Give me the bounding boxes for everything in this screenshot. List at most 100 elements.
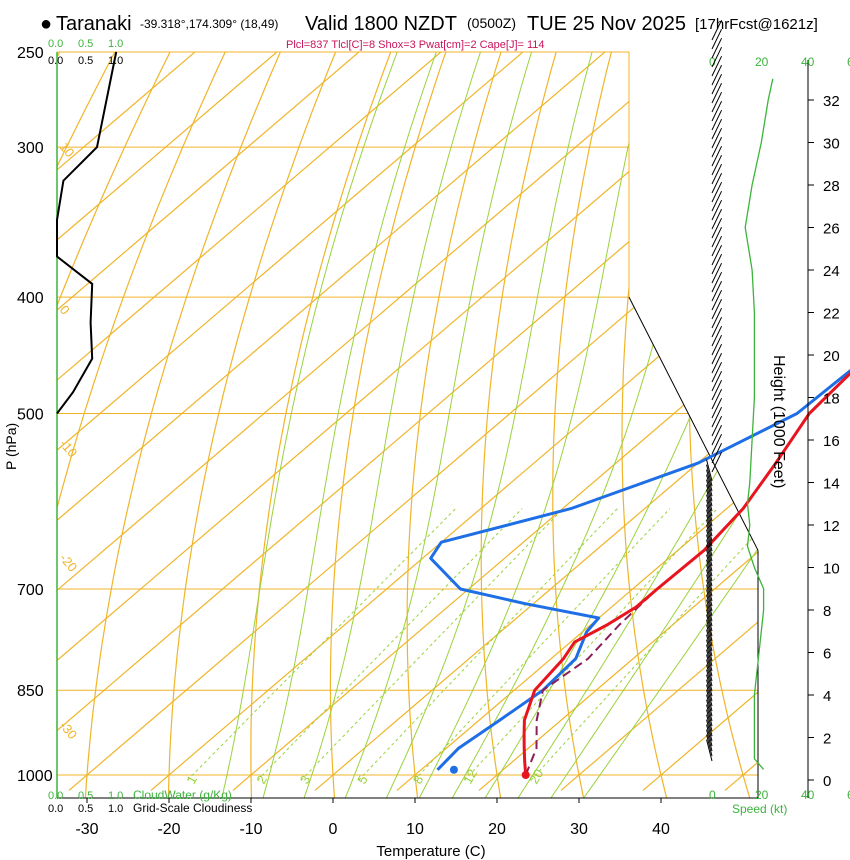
dry-adiabat <box>57 52 236 798</box>
pressure-tick-label: 1000 <box>17 768 53 785</box>
dry-adiabat-label: 0 <box>57 302 73 317</box>
parameters-line: Plcl=837 Tlcl[C]=8 Shox=3 Pwat[cm]=2 Cap… <box>286 39 545 51</box>
wind-barb <box>706 619 713 642</box>
height-tick-label: 10 <box>823 561 840 578</box>
wind-barb <box>706 679 713 702</box>
wind-barb <box>706 699 713 722</box>
speed-top-tick: 0 <box>709 55 716 69</box>
wind-barb <box>711 19 723 41</box>
wind-barb <box>706 519 713 542</box>
wind-barbs <box>706 19 723 762</box>
cloud-water-bottom-label: 1.0 <box>108 790 123 802</box>
wind-barb <box>706 539 713 562</box>
wind-barb <box>706 729 713 752</box>
wind-barb <box>706 494 713 517</box>
height-tick-label: 4 <box>823 688 831 705</box>
wind-barb <box>711 262 723 284</box>
moist-adiabat <box>261 52 445 798</box>
height-axis-title: Height (1000 Feet) <box>770 355 787 488</box>
parcel-line <box>524 588 658 776</box>
wind-barb <box>706 724 713 747</box>
utc-time: (0500Z) <box>467 15 516 31</box>
wind-barb <box>711 154 723 176</box>
mixing-ratio-line <box>187 508 457 781</box>
x-tick-label: 10 <box>406 821 424 838</box>
cloudiness-bottom-label: 0.5 <box>78 803 93 815</box>
wind-barb <box>706 544 713 567</box>
height-tick-label: 28 <box>823 178 840 195</box>
x-tick-label: -10 <box>239 821 262 838</box>
wind-barb <box>711 37 723 59</box>
wind-barb <box>711 253 723 275</box>
wind-barb <box>711 100 723 122</box>
cloud-water-legend: CloudWater (g/Kg) <box>133 788 232 802</box>
speed-bottom-tick: 20 <box>755 788 769 802</box>
temperature-line <box>522 371 850 776</box>
wind-barb <box>711 73 723 95</box>
speed-top-tick: 20 <box>755 55 769 69</box>
wind-barb <box>711 127 723 149</box>
isotherm-10 <box>396 52 758 791</box>
pressure-tick-label: 700 <box>17 582 44 599</box>
mixing-ratio-line <box>464 508 718 781</box>
wind-barb <box>706 664 713 687</box>
wind-barb <box>711 397 723 419</box>
wind-barb <box>711 208 723 230</box>
moist-adiabat <box>548 52 758 798</box>
wind-barb <box>711 343 723 365</box>
wind-barb <box>706 484 713 507</box>
moist-adiabat <box>220 52 406 798</box>
wind-barb <box>706 674 713 697</box>
wind-barb <box>711 271 723 293</box>
wind-barb <box>711 388 723 410</box>
wind-barb <box>711 172 723 194</box>
wind-barb <box>711 280 723 302</box>
cloudiness-top-label: 0.5 <box>78 55 93 67</box>
dry-adiabat-label: -20 <box>57 551 81 575</box>
plot-area: 100-10-20-301 2 3 5 8 12 202503004005007008501… <box>3 19 850 860</box>
wind-barb <box>706 549 713 572</box>
wind-barb <box>706 689 713 712</box>
moist-adiabat <box>581 52 758 798</box>
wind-barb <box>706 604 713 627</box>
wind-barb <box>706 739 713 762</box>
wind-barb <box>706 634 713 657</box>
height-tick-label: 22 <box>823 306 840 323</box>
height-tick-label: 8 <box>823 603 831 620</box>
wind-barb <box>711 334 723 356</box>
wind-barb <box>711 415 723 437</box>
height-tick-label: 20 <box>823 348 840 365</box>
wind-barb <box>711 28 723 50</box>
wind-barb <box>706 624 713 647</box>
x-tick-label: 30 <box>570 821 588 838</box>
height-tick-label: 14 <box>823 476 840 493</box>
wind-barb <box>706 469 713 492</box>
bullet: ● <box>40 13 52 35</box>
wind-barb <box>711 361 723 383</box>
wind-speed-curve <box>744 78 774 770</box>
wind-barb <box>711 64 723 86</box>
wind-barb <box>711 370 723 392</box>
wind-barb <box>706 734 713 757</box>
wind-barb <box>706 694 713 717</box>
coordinates: -39.318°,174.309° (18,49) <box>140 17 278 31</box>
isotherm--50 <box>57 52 758 791</box>
cloudiness-top-label: 0.0 <box>48 55 63 67</box>
wind-barb <box>711 307 723 329</box>
dry-adiabat <box>552 52 618 798</box>
wind-barb <box>711 298 723 320</box>
wind-barb <box>711 406 723 428</box>
wind-barb <box>706 704 713 727</box>
wind-barb <box>706 464 713 487</box>
x-tick-label: -30 <box>75 821 98 838</box>
mixing-ratio-line <box>358 508 618 781</box>
wind-barb <box>711 91 723 113</box>
height-tick-label: 16 <box>823 433 840 450</box>
wind-barb <box>711 199 723 221</box>
wind-barb <box>706 719 713 742</box>
wind-barb <box>706 514 713 537</box>
wind-barb <box>706 659 713 682</box>
height-tick-label: 30 <box>823 136 840 153</box>
wind-barb <box>706 524 713 547</box>
